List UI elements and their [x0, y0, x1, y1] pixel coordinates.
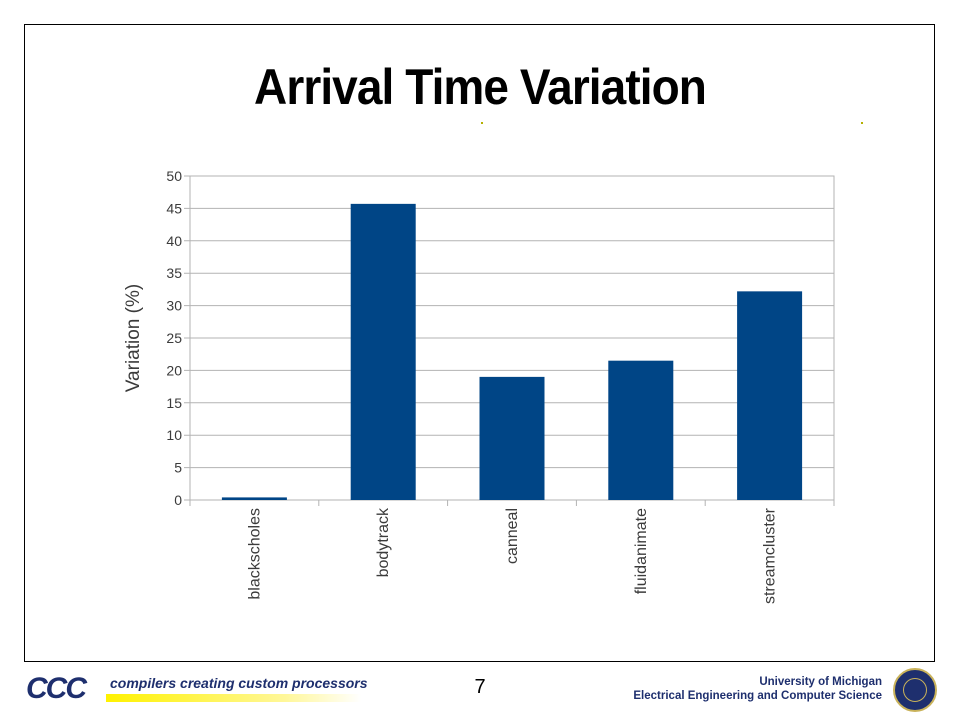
university-seal-icon	[893, 668, 937, 712]
x-category-label: streamcluster	[762, 507, 779, 604]
bar	[608, 360, 674, 500]
footer-logo-area: CCC compilers creating custom processors	[26, 670, 368, 710]
institution-name: University of Michigan	[759, 676, 882, 688]
y-tick-label: 45	[166, 200, 182, 216]
ccc-logo-icon: CCC	[26, 672, 87, 705]
stray-mark	[481, 122, 483, 124]
bar	[350, 203, 416, 500]
y-tick-label: 20	[166, 362, 182, 378]
y-tick-label: 10	[166, 427, 182, 443]
y-tick-label: 5	[174, 460, 182, 476]
slide-title: Arrival Time Variation	[254, 59, 707, 115]
x-category-label: fluidanimate	[633, 508, 650, 594]
x-category-label: canneal	[504, 508, 521, 564]
x-category-label: blackscholes	[246, 508, 263, 600]
y-tick-label: 35	[166, 265, 182, 281]
bar	[479, 376, 545, 500]
y-tick-label: 50	[166, 168, 182, 184]
tagline-highlight	[106, 694, 361, 702]
seal-inner-ring	[903, 678, 927, 702]
department-name: Electrical Engineering and Computer Scie…	[633, 690, 882, 702]
y-tick-label: 25	[166, 330, 182, 346]
y-axis-label: Variation (%)	[123, 284, 144, 392]
y-tick-label: 15	[166, 395, 182, 411]
stray-mark	[861, 122, 863, 124]
y-tick-label: 40	[166, 233, 182, 249]
bar	[221, 497, 287, 500]
footer-tagline: compilers creating custom processors	[110, 675, 368, 691]
bar	[737, 291, 803, 500]
y-tick-label: 0	[174, 492, 182, 508]
y-tick-label: 30	[166, 298, 182, 314]
footer-institution: University of Michigan Electrical Engine…	[633, 675, 882, 703]
x-category-label: bodytrack	[375, 507, 392, 577]
page-number: 7	[474, 676, 486, 698]
bar-chart: 0 5 10 15 20 25 30 35 40 45 50 blackscholes bodytrac…	[123, 168, 835, 604]
